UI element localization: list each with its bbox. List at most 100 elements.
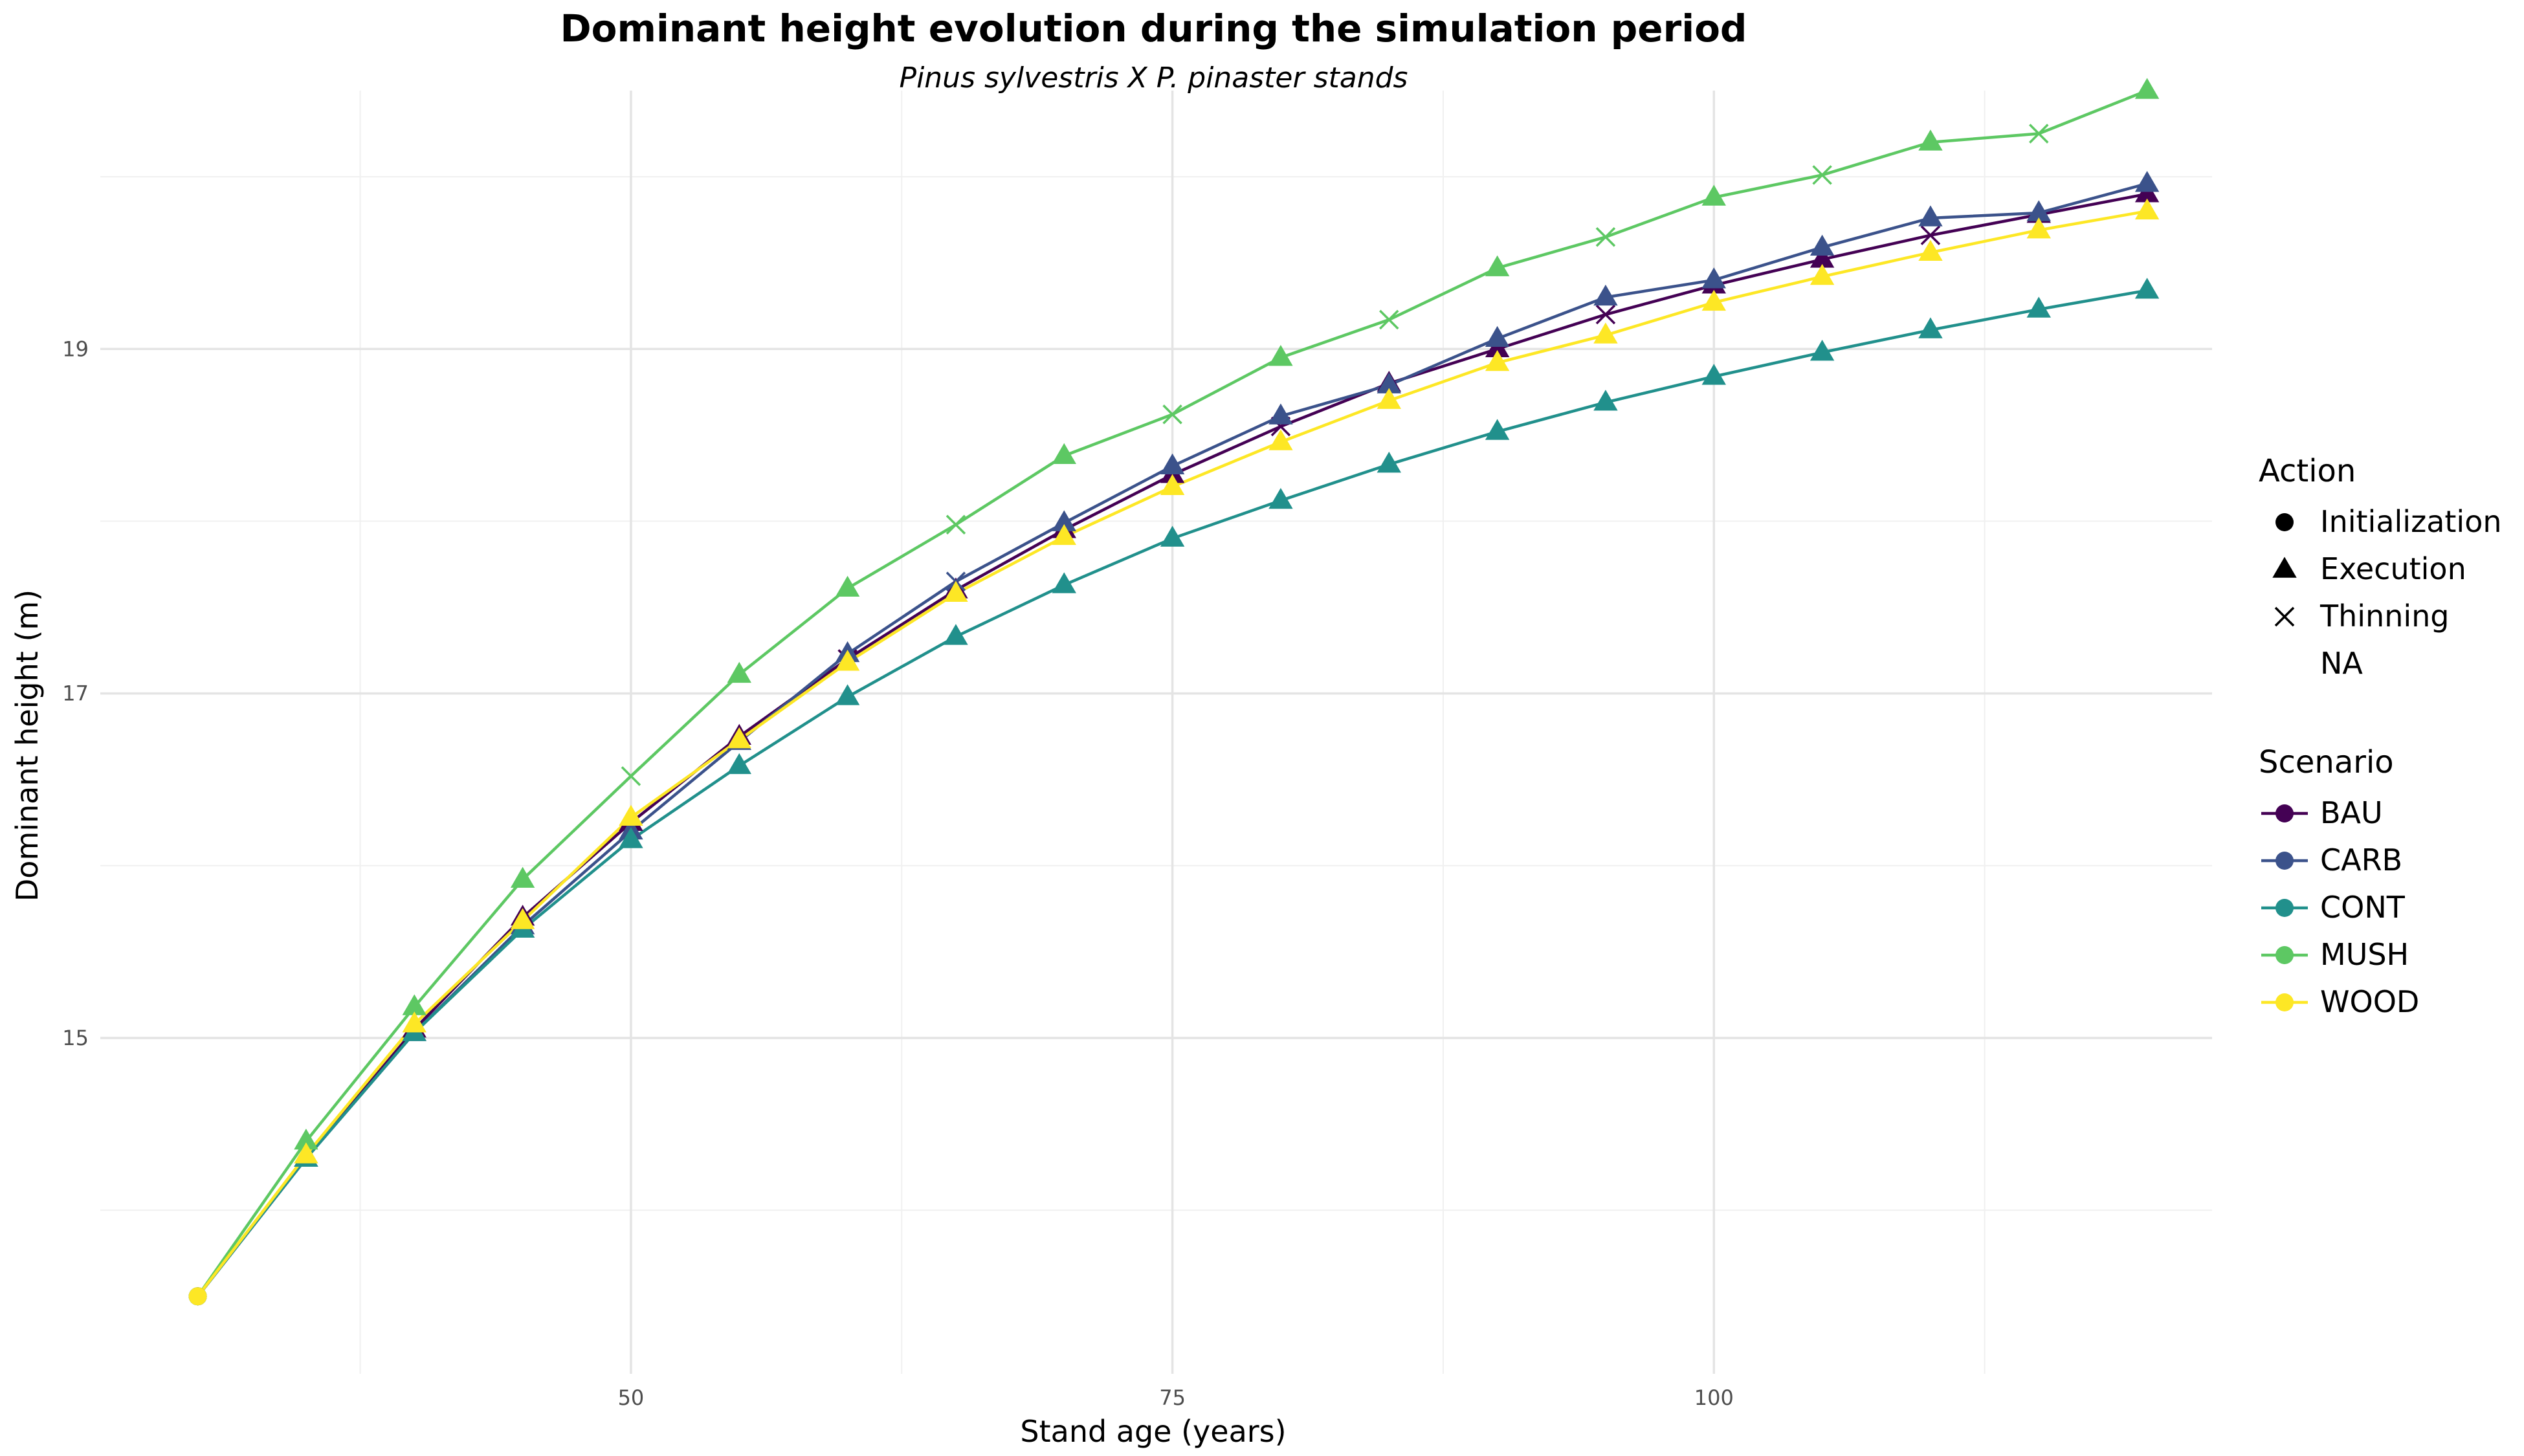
data-point-cont bbox=[1377, 452, 1401, 473]
data-point-mush bbox=[946, 514, 966, 535]
data-point-wood bbox=[944, 580, 968, 602]
data-point-wood bbox=[1810, 263, 1835, 285]
data-point-bau bbox=[1595, 304, 1616, 325]
legend-item-scenario: BAU bbox=[2259, 789, 2419, 837]
data-point-wood bbox=[402, 1011, 426, 1033]
data-point-carb bbox=[2134, 171, 2160, 192]
data-point-cont bbox=[2026, 296, 2051, 318]
data-point-mush bbox=[1052, 443, 1076, 465]
data-point-cont bbox=[1052, 572, 1076, 593]
data-point-cont bbox=[835, 684, 860, 705]
legend-key-none bbox=[2259, 640, 2310, 687]
data-point-mush bbox=[835, 575, 860, 597]
data-point-carb bbox=[1052, 510, 1076, 531]
data-point-mush bbox=[510, 866, 535, 888]
legend-label: MUSH bbox=[2320, 937, 2409, 972]
data-point-wood bbox=[1485, 350, 1510, 371]
data-point-mush bbox=[1162, 404, 1182, 425]
data-point-wood bbox=[1160, 474, 1185, 495]
x-tick-label: 100 bbox=[1694, 1385, 1734, 1410]
data-point-mush bbox=[1701, 184, 1726, 206]
data-point-mush bbox=[2134, 78, 2160, 99]
data-point-wood bbox=[1918, 239, 1943, 261]
data-point-bau bbox=[1810, 247, 1835, 268]
x-tick-label: 75 bbox=[1159, 1385, 1186, 1410]
legend-item-action: Execution bbox=[2259, 546, 2502, 593]
data-point-cont bbox=[1268, 487, 1293, 509]
y-tick-label: 19 bbox=[62, 336, 89, 361]
data-point-wood bbox=[188, 1287, 207, 1306]
legend-label: Execution bbox=[2320, 551, 2466, 586]
data-point-cont bbox=[1160, 525, 1185, 547]
legend-item-action: Initialization bbox=[2259, 498, 2502, 546]
x-tick-label: 50 bbox=[618, 1385, 645, 1410]
legend-action-title: Action bbox=[2259, 453, 2356, 489]
data-point-wood bbox=[1052, 524, 1076, 546]
data-point-mush bbox=[1485, 255, 1510, 276]
data-point-carb bbox=[1160, 453, 1185, 475]
legend-key-carb bbox=[2261, 852, 2308, 870]
legend-scenario: Scenario BAU CARB CONT MUSH WOOD bbox=[2259, 744, 2419, 1026]
legend-key-cont bbox=[2261, 899, 2308, 917]
data-point-wood bbox=[727, 727, 751, 749]
data-point-wood bbox=[1593, 322, 1618, 344]
data-point-mush bbox=[1379, 309, 1399, 330]
data-point-wood bbox=[2026, 217, 2051, 239]
legend-item-scenario: CONT bbox=[2259, 884, 2419, 931]
legend-scenario-title: Scenario bbox=[2259, 744, 2394, 780]
data-point-carb bbox=[1918, 205, 1943, 226]
legend-item-scenario: WOOD bbox=[2259, 978, 2419, 1026]
data-point-carb bbox=[1485, 325, 1510, 347]
data-point-wood bbox=[1377, 388, 1401, 409]
data-point-bau bbox=[1920, 225, 1941, 245]
legend-key-circle bbox=[2275, 513, 2294, 531]
data-point-mush bbox=[294, 1129, 318, 1150]
data-point-cont bbox=[619, 827, 643, 848]
data-point-wood bbox=[835, 650, 860, 671]
data-point-mush bbox=[1268, 345, 1293, 366]
data-point-mush bbox=[1595, 227, 1616, 247]
series-markers bbox=[188, 78, 2160, 1306]
data-point-mush bbox=[1918, 129, 1943, 151]
data-point-wood bbox=[294, 1142, 318, 1164]
chart-subtitle: Pinus sylvestris X P. pinaster stands bbox=[899, 61, 1408, 94]
y-tick-label: 17 bbox=[62, 681, 89, 706]
data-point-carb bbox=[1810, 234, 1835, 256]
legend-item-scenario: CARB bbox=[2259, 837, 2419, 884]
x-axis-label: Stand age (years) bbox=[1020, 1414, 1286, 1449]
legend-key-wood bbox=[2261, 993, 2308, 1011]
data-point-cont bbox=[1701, 364, 1726, 385]
legend-action: Action Initialization Execution Thinning NA bbox=[2259, 453, 2502, 687]
tick-labels: 50 75 100 15 17 19 bbox=[62, 336, 1734, 1410]
data-point-cont bbox=[1810, 340, 1835, 361]
data-point-carb bbox=[1377, 372, 1401, 393]
legend-key-mush bbox=[2261, 946, 2308, 964]
grid bbox=[100, 91, 2212, 1374]
y-tick-label: 15 bbox=[62, 1026, 89, 1050]
legend-item-action: Thinning bbox=[2259, 593, 2502, 640]
data-point-wood bbox=[510, 908, 535, 929]
data-point-carb bbox=[1701, 267, 1726, 289]
legend-key-bau bbox=[2261, 804, 2308, 822]
data-point-cont bbox=[944, 624, 968, 645]
data-point-carb bbox=[1268, 403, 1293, 425]
legend-label: Initialization bbox=[2320, 504, 2502, 539]
data-point-wood bbox=[619, 804, 643, 826]
legend-label: Thinning bbox=[2320, 599, 2450, 634]
legend-label: CONT bbox=[2320, 890, 2405, 925]
data-point-cont bbox=[1593, 390, 1618, 411]
data-point-carb bbox=[2026, 200, 2051, 221]
legend-label: BAU bbox=[2320, 795, 2383, 830]
data-point-carb bbox=[1593, 284, 1618, 306]
legend-key-cross bbox=[2274, 606, 2295, 627]
data-point-mush bbox=[1812, 165, 1832, 185]
legend-label: NA bbox=[2320, 646, 2363, 681]
data-point-wood bbox=[1701, 289, 1726, 311]
chart-title: Dominant height evolution during the sim… bbox=[560, 6, 1747, 50]
y-axis-label: Dominant height (m) bbox=[10, 590, 45, 901]
data-point-mush bbox=[621, 766, 641, 786]
legend-item-action: NA bbox=[2259, 640, 2502, 687]
legend-label: WOOD bbox=[2320, 984, 2420, 1019]
legend-key-triangle bbox=[2272, 557, 2297, 578]
